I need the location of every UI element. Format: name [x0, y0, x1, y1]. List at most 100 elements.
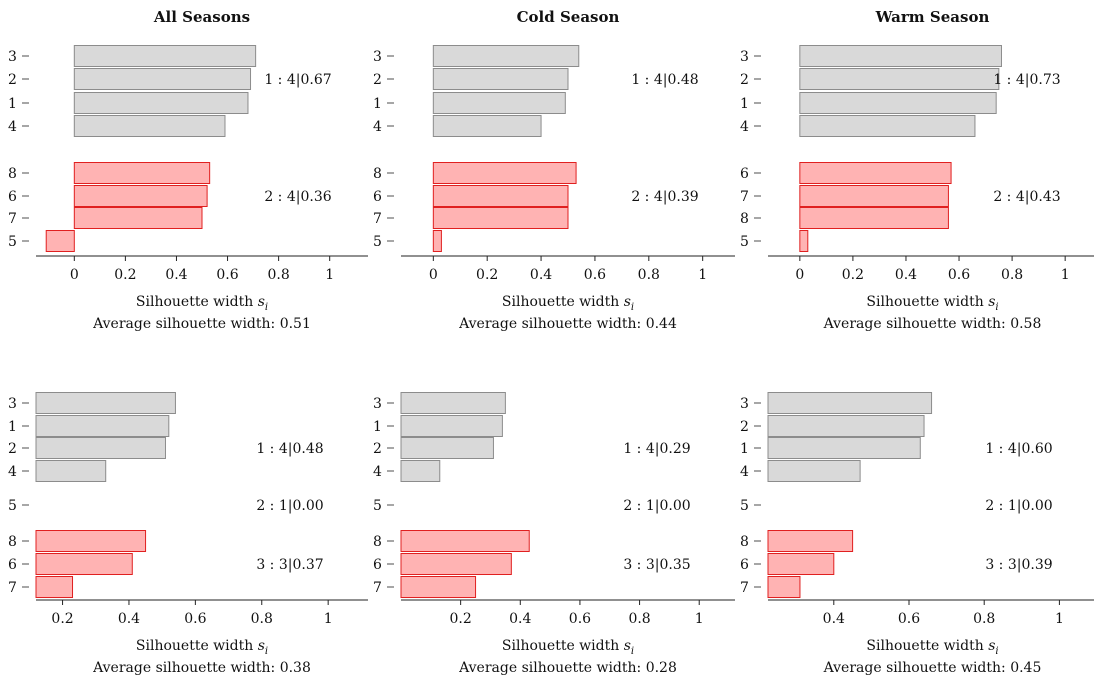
row-label: 2	[373, 72, 382, 88]
row-label: 4	[8, 119, 17, 135]
average-silhouette-caption: Average silhouette width: 0.44	[458, 316, 677, 332]
row-label: 3	[8, 396, 17, 412]
row-label: 5	[373, 498, 382, 514]
panel-title: Cold Season	[517, 8, 620, 26]
silhouette-bar	[73, 92, 249, 114]
row-label: 8	[740, 534, 749, 550]
silhouette-bar	[35, 576, 74, 598]
x-tick-label: 0.6	[584, 267, 606, 283]
row-label: 7	[740, 189, 749, 205]
silhouette-panel-6: 3 2 1 4 1 : 4|0.60 5 2 : 1|0.00 8 6 7 3 : 3|0.39 0.…	[740, 392, 1094, 676]
cluster-label: 2 : 4|0.43	[993, 189, 1060, 205]
row-label: 4	[740, 119, 749, 135]
x-tick-label: 1	[1061, 267, 1070, 283]
cluster-label: 1 : 4|0.48	[256, 441, 323, 457]
x-tick-label: 0.6	[948, 267, 970, 283]
row-label: 7	[8, 580, 17, 596]
row-label: 6	[373, 557, 382, 573]
silhouette-bar	[73, 45, 257, 67]
x-axis-label: Silhouette width si	[866, 638, 998, 657]
row-label: 4	[373, 464, 382, 480]
silhouette-bar	[400, 392, 506, 414]
row-label: 8	[8, 166, 17, 182]
x-tick-label: 0	[795, 267, 804, 283]
row-label: 2	[740, 72, 749, 88]
row-label: 2	[373, 441, 382, 457]
silhouette-bar	[799, 162, 952, 184]
x-tick-label: 0.6	[898, 611, 920, 627]
x-tick-label: 0.2	[450, 611, 472, 627]
row-label: 5	[740, 498, 749, 514]
silhouette-bar	[400, 553, 512, 575]
silhouette-bar	[400, 437, 494, 459]
row-label: 4	[373, 119, 382, 135]
silhouette-bar	[432, 207, 569, 229]
cluster-label: 1 : 4|0.29	[623, 441, 690, 457]
row-label: 8	[8, 534, 17, 550]
silhouette-bar	[35, 460, 107, 482]
row-label: 8	[373, 166, 382, 182]
x-axis-label: Silhouette width si	[502, 294, 634, 313]
row-label: 6	[8, 557, 17, 573]
average-silhouette-caption: Average silhouette width: 0.58	[823, 316, 1042, 332]
x-tick-label: 0.2	[114, 267, 136, 283]
silhouette-bar	[767, 437, 921, 459]
row-label: 7	[740, 580, 749, 596]
row-label: 6	[740, 166, 749, 182]
x-axis-label: Silhouette width si	[136, 294, 268, 313]
silhouette-bar	[73, 68, 252, 90]
row-label: 4	[740, 464, 749, 480]
x-tick-label: 0.2	[842, 267, 864, 283]
x-tick-label: 1	[324, 611, 333, 627]
x-tick-label: 0.2	[51, 611, 73, 627]
silhouette-panel-5: 3 1 2 4 1 : 4|0.29 5 2 : 1|0.00 8 6 7 3 : 3|0.35 0.…	[373, 392, 735, 676]
silhouette-bar	[767, 530, 854, 552]
silhouette-bar	[432, 68, 569, 90]
row-label: 2	[8, 72, 17, 88]
silhouette-bar	[35, 415, 170, 437]
x-tick-label: 0	[70, 267, 79, 283]
silhouette-bar	[799, 68, 1000, 90]
x-tick-label: 0.8	[1001, 267, 1023, 283]
silhouette-bar	[73, 162, 211, 184]
row-label: 1	[740, 96, 749, 112]
x-tick-label: 0.6	[184, 611, 206, 627]
x-tick-label: 1	[325, 267, 334, 283]
row-label: 1	[373, 419, 382, 435]
row-label: 3	[740, 49, 749, 65]
silhouette-bar	[799, 45, 1002, 67]
row-label: 6	[740, 557, 749, 573]
silhouette-bar	[432, 185, 569, 207]
row-label: 2	[740, 419, 749, 435]
silhouette-bar	[432, 92, 566, 114]
row-label: 1	[740, 441, 749, 457]
row-label: 7	[373, 580, 382, 596]
cluster-label: 1 : 4|0.60	[985, 441, 1052, 457]
cluster-label: 1 : 4|0.48	[631, 72, 698, 88]
silhouette-bar	[35, 530, 147, 552]
silhouette-bar	[35, 437, 166, 459]
row-label: 2	[8, 441, 17, 457]
x-axis-label: Silhouette width si	[866, 294, 998, 313]
silhouette-panel-2: Cold Season 3 2 1 4 1 : 4|0.48 8 6 7 5 2 : 4|0.39 0…	[373, 8, 735, 332]
x-tick-label: 1	[1055, 611, 1064, 627]
silhouette-panel-3: Warm Season 3 2 1 4 1 : 4|0.73 6 7 8 5 2 : 4|0.43 0…	[740, 8, 1094, 332]
row-label: 5	[8, 234, 17, 250]
row-label: 1	[373, 96, 382, 112]
row-label: 8	[740, 211, 749, 227]
silhouette-bar	[432, 162, 577, 184]
x-tick-label: 0.8	[638, 267, 660, 283]
silhouette-bar	[35, 553, 133, 575]
silhouette-bar	[73, 207, 203, 229]
silhouette-bar	[73, 185, 208, 207]
row-label: 3	[740, 396, 749, 412]
silhouette-bar	[73, 115, 226, 137]
row-label: 3	[373, 396, 382, 412]
row-label: 6	[373, 189, 382, 205]
x-axis-label: Silhouette width si	[136, 638, 268, 657]
cluster-label: 2 : 4|0.39	[631, 189, 698, 205]
x-tick-label: 0.8	[973, 611, 995, 627]
silhouette-bar	[767, 460, 861, 482]
x-tick-label: 0.4	[823, 611, 845, 627]
